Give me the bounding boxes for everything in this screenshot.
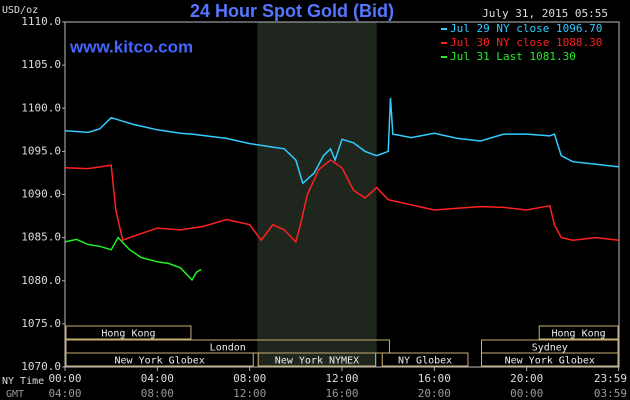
session-label: London [210, 343, 246, 354]
session-box [65, 325, 192, 340]
watermark: www.kitco.com [69, 37, 193, 56]
session-box [381, 352, 469, 367]
shaded-region [257, 22, 377, 367]
y-tick-label: 1100.0 [21, 101, 61, 114]
session-label: New York Globex [114, 356, 204, 367]
session-box [538, 325, 619, 340]
chart-subtitle: July 31, 2015 05:55 [482, 7, 608, 20]
y-tick-label: 1105.0 [21, 58, 61, 71]
x2-tick-label: 04:00 [48, 387, 81, 400]
y-tick-label: 1085.0 [21, 231, 61, 244]
x-axis-label: NY Time [2, 376, 44, 387]
session-box [481, 352, 619, 367]
x-tick-label: 04:00 [141, 372, 174, 385]
x2-axis-label: GMT [6, 389, 24, 400]
y-tick-label: 1075.0 [21, 317, 61, 330]
y-tick-label: 1070.0 [21, 360, 61, 373]
series-line [64, 97, 620, 185]
x2-tick-label: 08:00 [141, 387, 174, 400]
x-tick-label: 08:00 [233, 372, 266, 385]
x2-tick-label: 03:59 [594, 387, 627, 400]
session-label: Sydney [532, 343, 568, 354]
x-tick-label: 20:00 [510, 372, 543, 385]
session-box [257, 352, 377, 367]
x2-tick-label: 16:00 [325, 387, 358, 400]
y-tick-label: 1090.0 [21, 188, 61, 201]
y-axis-label: USD/oz [2, 5, 38, 16]
y-tick-label: 1095.0 [21, 144, 61, 157]
session-label: New York NYMEX [275, 356, 359, 367]
x-tick-label: 12:00 [325, 372, 358, 385]
session-label: NY Globex [398, 356, 452, 367]
y-tick-label: 1080.0 [21, 274, 61, 287]
x2-tick-label: 00:00 [510, 387, 543, 400]
session-label: Hong Kong [101, 329, 155, 340]
legend-label: Jul 29 NY close 1096.70 [450, 22, 602, 35]
plot-frame [64, 21, 620, 368]
legend-label: Jul 30 NY close 1088.30 [450, 36, 602, 49]
x2-tick-label: 20:00 [418, 387, 451, 400]
legend-label: Jul 31 Last 1081.30 [450, 50, 576, 63]
series-line [64, 159, 620, 244]
x2-tick-label: 12:00 [233, 387, 266, 400]
x-tick-label: 16:00 [418, 372, 451, 385]
session-label: New York Globex [505, 356, 595, 367]
session-box [65, 352, 254, 367]
series-line [64, 236, 202, 282]
y-tick-label: 1110.0 [21, 15, 61, 28]
session-label: Hong Kong [552, 329, 606, 340]
x-tick-label: 23:59 [594, 372, 627, 385]
chart-title: 24 Hour Spot Gold (Bid) [190, 1, 394, 21]
x-tick-label: 00:00 [48, 372, 81, 385]
